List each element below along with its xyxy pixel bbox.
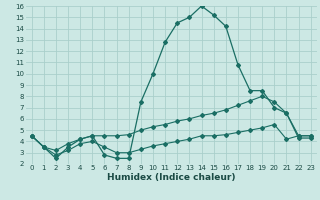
X-axis label: Humidex (Indice chaleur): Humidex (Indice chaleur) xyxy=(107,173,236,182)
